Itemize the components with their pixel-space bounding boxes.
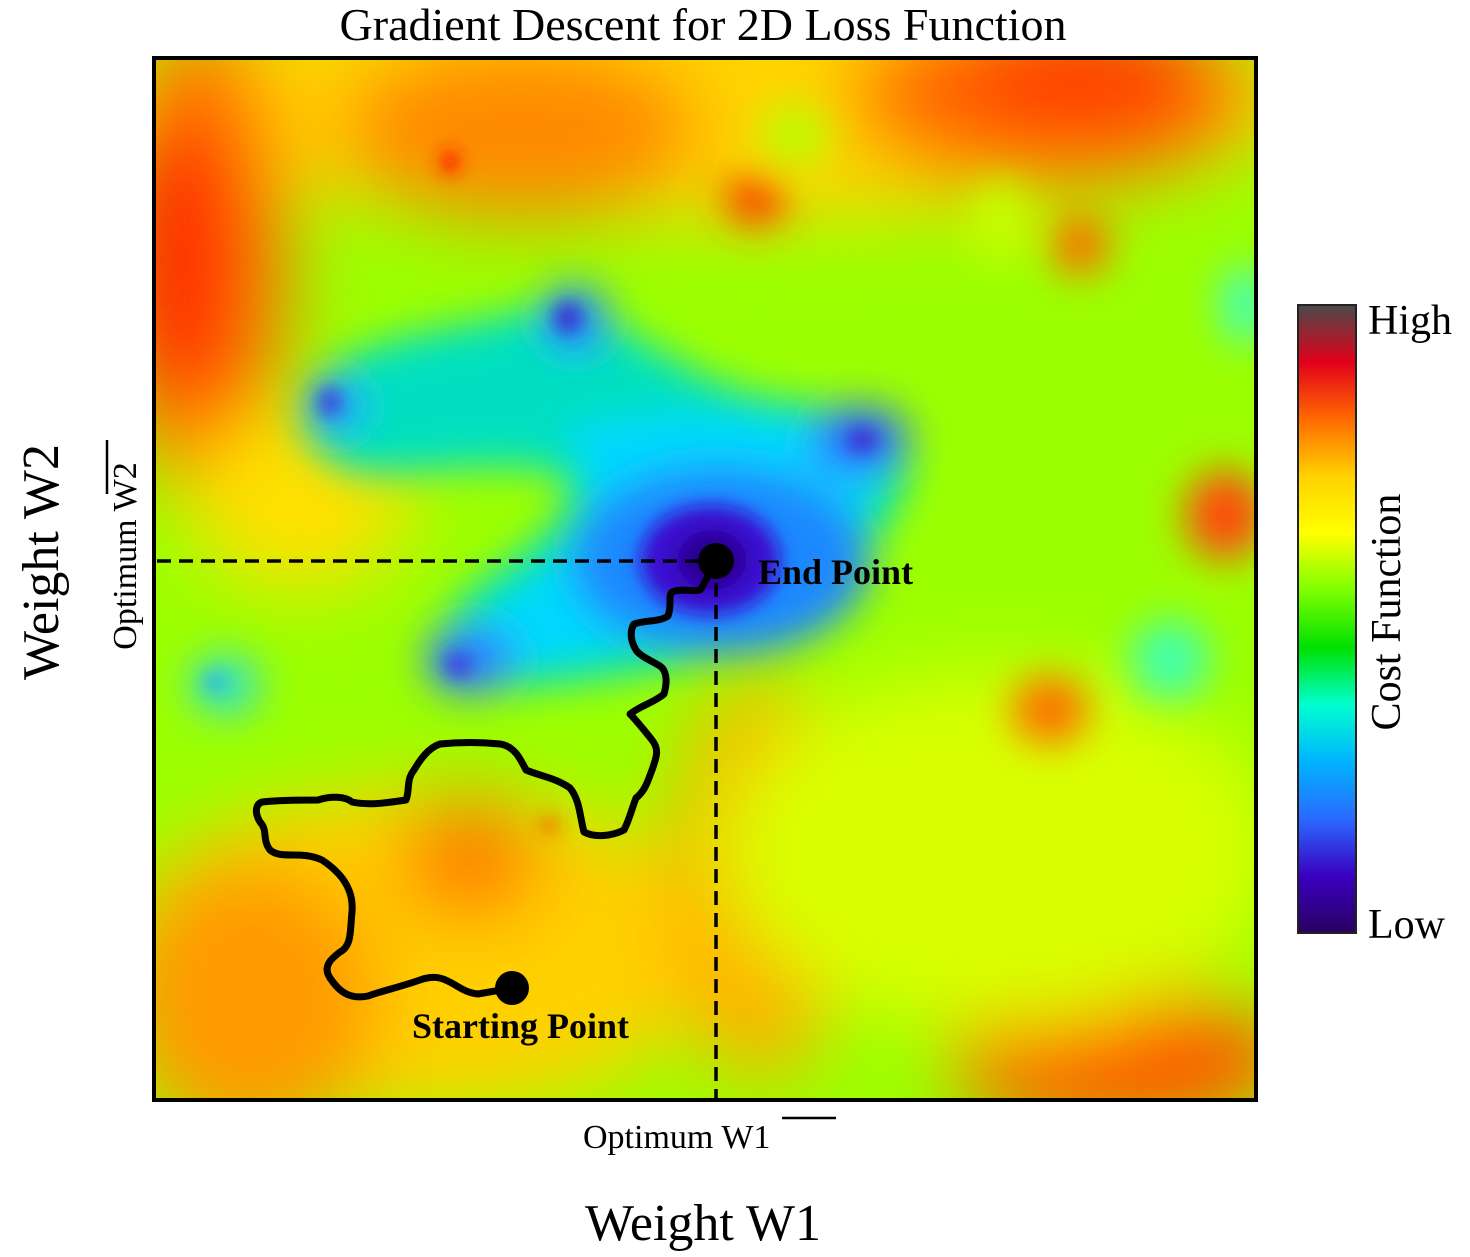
loss-surface xyxy=(154,58,1256,1100)
x-axis-label: Weight W1 xyxy=(585,1195,821,1252)
surface-high-regions xyxy=(154,58,1256,1100)
colorbar-high-label: High xyxy=(1368,298,1452,344)
start-point-label: Starting Point xyxy=(412,1006,629,1046)
x-optimum-prefix: Optimum xyxy=(583,1119,713,1156)
end-point-label: End Point xyxy=(758,552,913,592)
y-optimum-prefix: Optimum xyxy=(107,519,144,649)
x-optimum-symbol: W1 xyxy=(721,1119,770,1156)
descent-path xyxy=(252,557,720,1001)
surface-mid-regions xyxy=(725,105,1256,744)
y-optimum-label: Optimum W2 xyxy=(105,440,144,650)
start-point-marker xyxy=(495,971,529,1005)
end-point-marker xyxy=(698,543,734,579)
svg-text:OptimumW2: Optimum W2 xyxy=(107,462,144,649)
colorbar-title: Cost Function xyxy=(1364,494,1410,731)
chart-title: Gradient Descent for 2D Loss Function xyxy=(340,0,1067,50)
y-optimum-symbol: W2 xyxy=(107,462,144,511)
colorbar xyxy=(1297,304,1357,934)
colorbar-low-label: Low xyxy=(1368,902,1446,948)
y-axis-label: Weight W2 xyxy=(13,444,70,680)
x-optimum-label: Optimum W1 xyxy=(583,1116,836,1156)
plot-frame xyxy=(152,56,1258,1102)
